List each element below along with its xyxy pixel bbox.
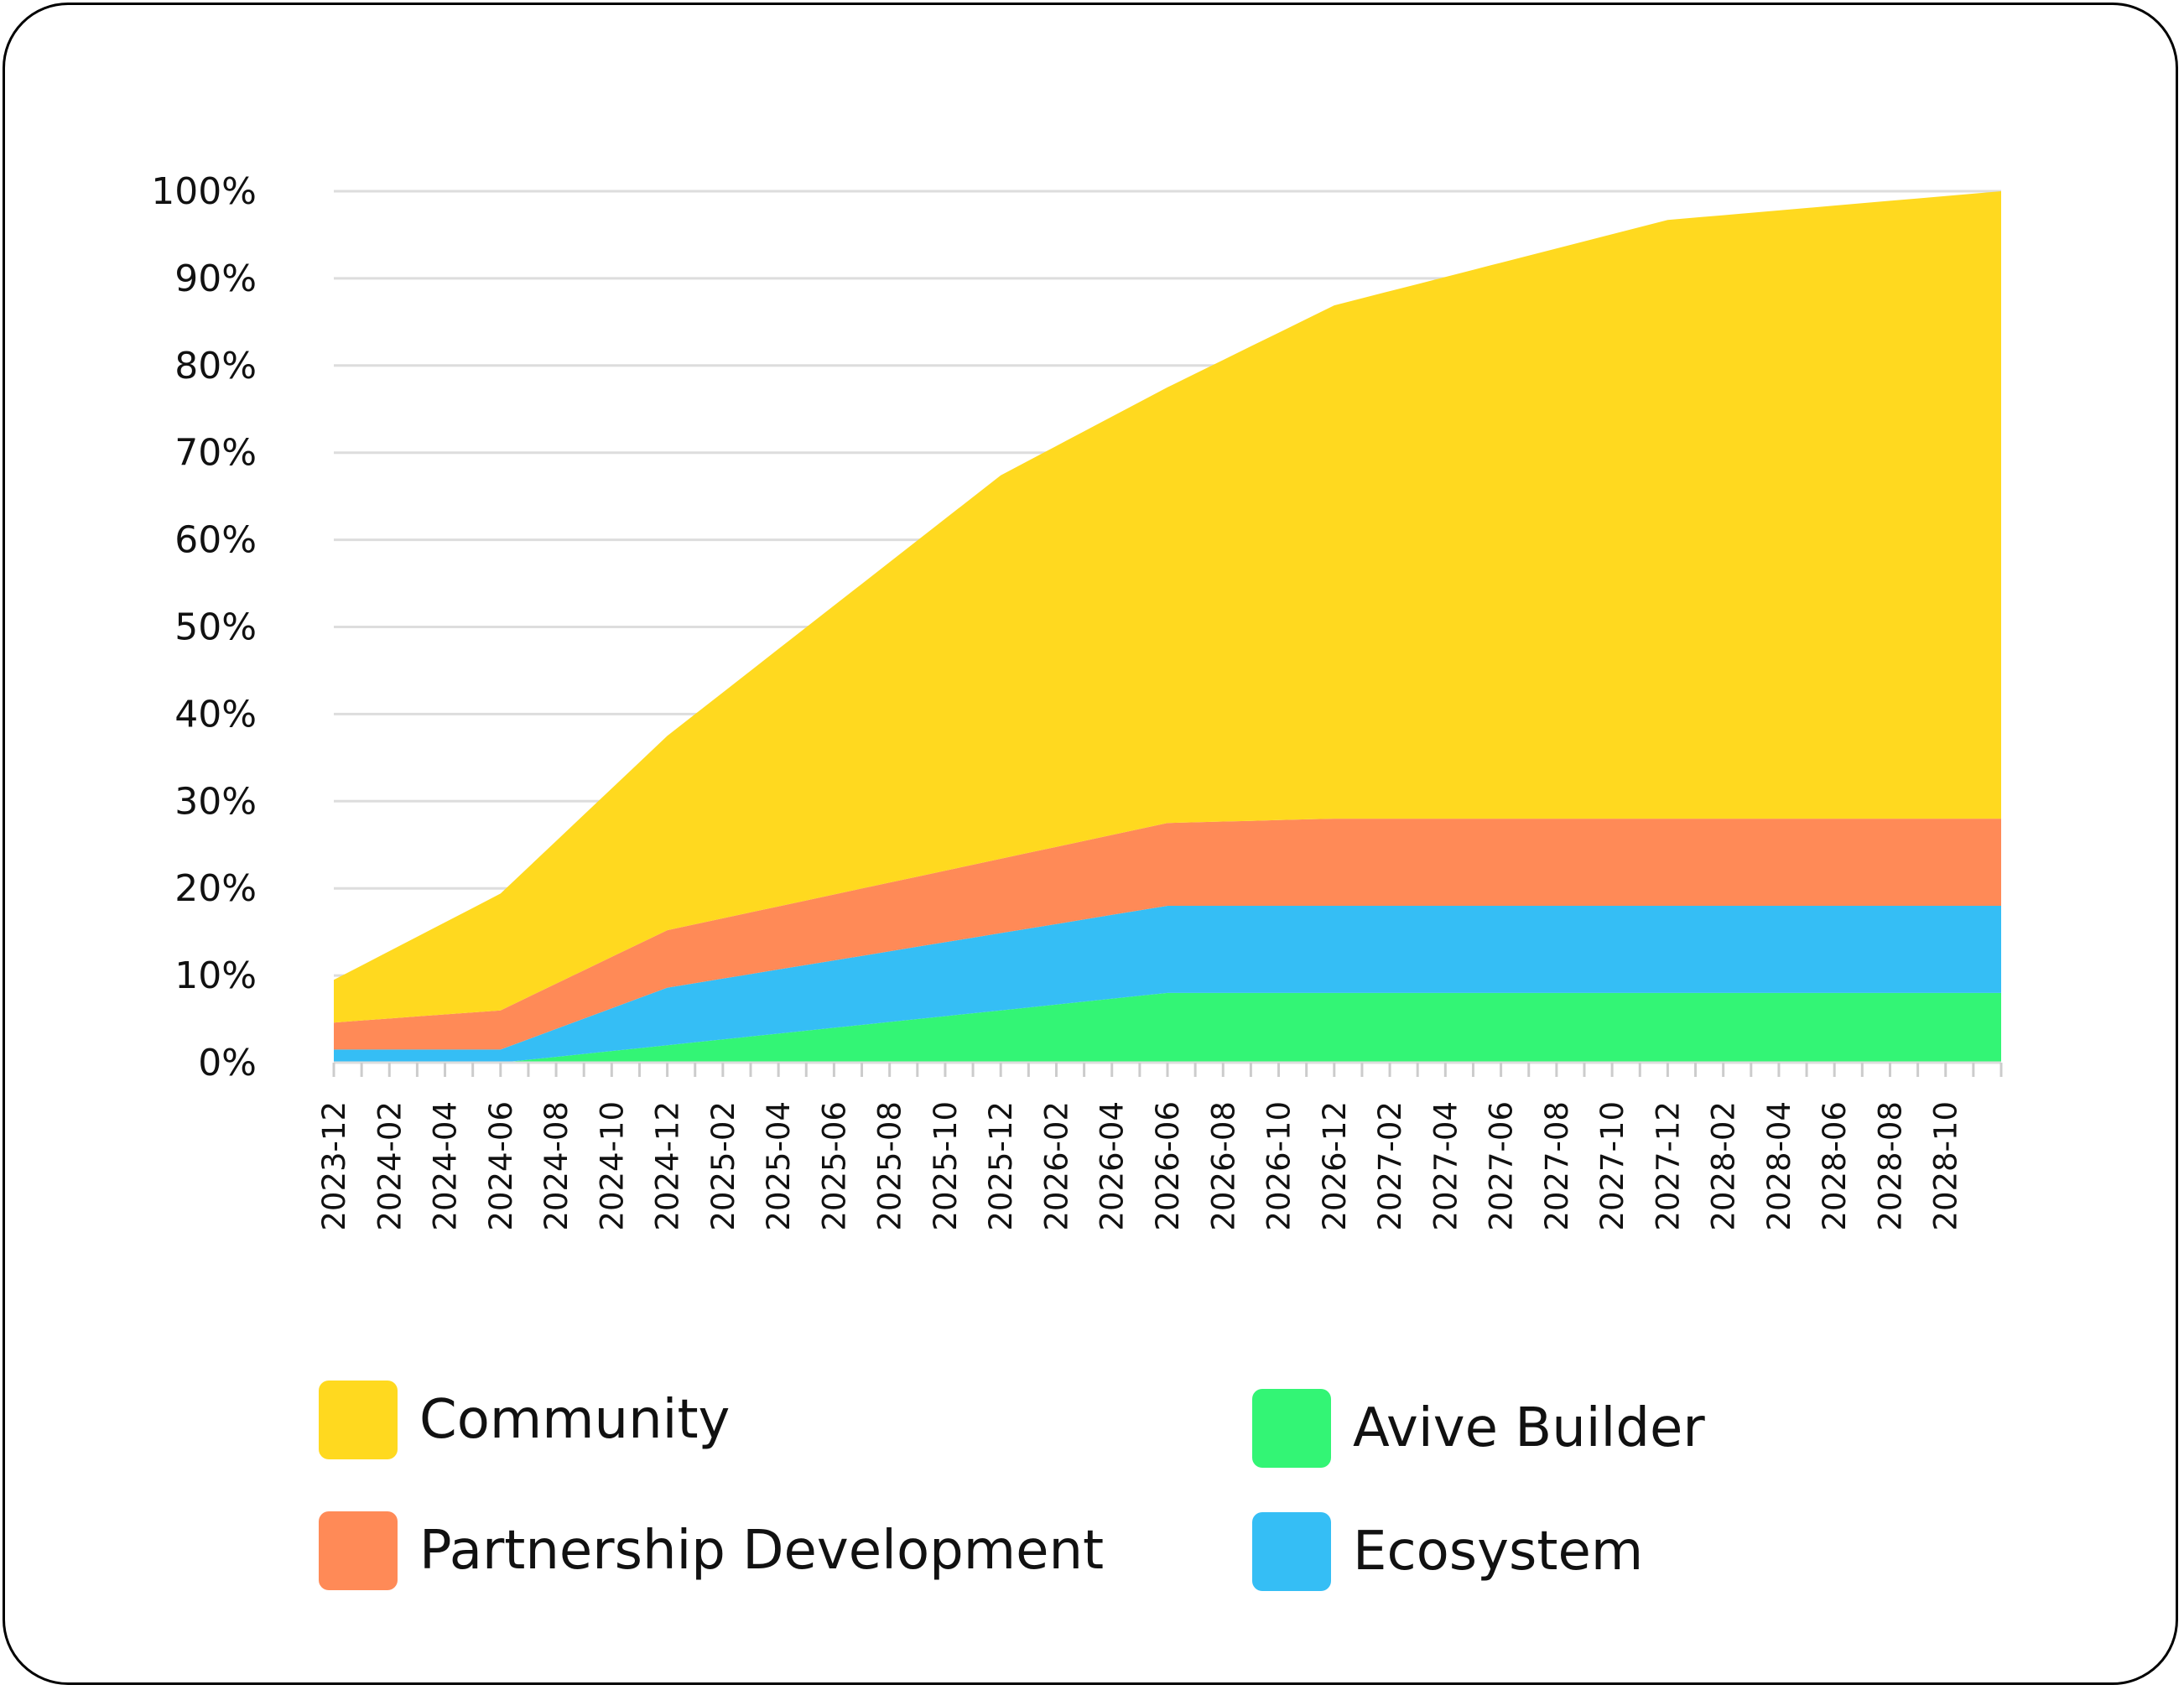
x-tick-label: 2025-04	[761, 1101, 797, 1231]
x-tick-label: 2024-12	[650, 1101, 686, 1231]
y-tick-label: 0%	[198, 1042, 257, 1084]
y-tick-label: 60%	[174, 519, 257, 562]
area-partnership-development	[334, 819, 2001, 1050]
legend-swatch-avive-builder	[1252, 1389, 1331, 1468]
x-tick-label: 2026-02	[1039, 1101, 1075, 1231]
x-tick-label: 2026-06	[1150, 1101, 1186, 1231]
x-tick-label: 2025-02	[705, 1101, 741, 1231]
y-tick-label: 50%	[174, 606, 257, 649]
x-tick-label: 2028-04	[1761, 1101, 1797, 1231]
y-tick-label: 90%	[174, 257, 257, 300]
x-tick-label: 2027-04	[1427, 1101, 1464, 1231]
y-tick-label: 10%	[174, 954, 257, 997]
x-tick-label: 2027-12	[1650, 1101, 1686, 1231]
area-community	[334, 191, 2001, 1023]
x-tick-label: 2027-02	[1372, 1101, 1408, 1231]
area-ecosystem	[334, 906, 2001, 1063]
x-tick-label: 2024-04	[428, 1101, 464, 1231]
x-tick-label: 2025-10	[928, 1101, 964, 1231]
y-tick-label: 20%	[174, 867, 257, 910]
x-tick-label: 2028-02	[1706, 1101, 1742, 1231]
legend-swatch-ecosystem	[1252, 1512, 1331, 1591]
legend-item-partnership-development: Partnership Development	[319, 1509, 1104, 1593]
x-tick-label: 2025-06	[816, 1101, 852, 1231]
x-tick-label: 2026-10	[1261, 1101, 1297, 1231]
legend-swatch-partnership-development	[319, 1511, 398, 1590]
x-tick-label: 2027-08	[1539, 1101, 1575, 1231]
x-tick-label: 2024-06	[483, 1101, 519, 1231]
legend-item-community: Community	[319, 1378, 730, 1462]
legend-item-avive-builder: Avive Builder	[1252, 1386, 1705, 1470]
x-tick-label: 2026-08	[1205, 1101, 1241, 1231]
legend-item-ecosystem: Ecosystem	[1252, 1510, 1643, 1594]
legend-label-partnership-development: Partnership Development	[419, 1520, 1105, 1582]
legend-label-avive-builder: Avive Builder	[1353, 1397, 1705, 1459]
x-tick-label: 2026-12	[1317, 1101, 1353, 1231]
y-tick-label: 40%	[174, 693, 257, 736]
x-tick-label: 2023-12	[316, 1101, 352, 1231]
x-tick-label: 2028-06	[1817, 1101, 1853, 1231]
x-tick-label: 2025-12	[983, 1101, 1019, 1231]
y-tick-label: 100%	[151, 170, 257, 213]
x-tick-label: 2024-10	[594, 1101, 630, 1231]
x-tick-label: 2027-10	[1594, 1101, 1630, 1231]
x-tick-label: 2027-06	[1484, 1101, 1520, 1231]
x-axis-ticks: 2023-12 2024-02 2024-04 2024-06 2024-08 2024-…	[316, 1101, 1964, 1231]
y-axis-ticks: 0% 10% 20% 30% 40% 50% 60% 70% 80% 90% 100%	[151, 170, 257, 1084]
area-series	[334, 191, 2001, 1063]
legend-label-ecosystem: Ecosystem	[1353, 1521, 1644, 1583]
legend-label-community: Community	[419, 1389, 731, 1451]
x-tick-label: 2024-02	[372, 1101, 408, 1231]
x-tick-label: 2026-04	[1095, 1101, 1131, 1231]
legend-swatch-community	[319, 1381, 398, 1459]
y-tick-label: 80%	[174, 345, 257, 387]
area-avive-builder	[334, 992, 2001, 1063]
y-tick-label: 30%	[174, 780, 257, 823]
x-tick-label: 2025-08	[872, 1101, 908, 1231]
x-tick-label: 2024-08	[538, 1101, 575, 1231]
x-axis	[332, 1061, 2003, 1077]
x-tick-label: 2028-08	[1873, 1101, 1909, 1231]
x-tick-label: 2028-10	[1928, 1101, 1964, 1231]
y-tick-label: 70%	[174, 432, 257, 475]
